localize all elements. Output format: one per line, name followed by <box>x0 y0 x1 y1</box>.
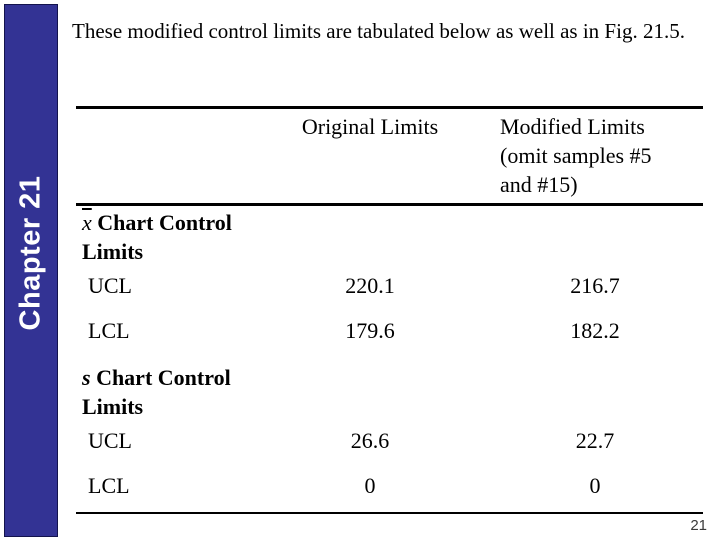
s-symbol: s <box>82 365 91 390</box>
row-label-lcl: LCL <box>88 318 130 343</box>
cell-original-value: 26.6 <box>350 428 390 453</box>
section-label-xbar-chart: x Chart Control Limits <box>82 208 264 266</box>
column-header-original-limits: Original Limits <box>301 114 439 139</box>
chapter-sidebar: Chapter 21 <box>4 4 58 537</box>
table-bottom-rule <box>76 512 703 514</box>
section-label-text: Chart Control Limits <box>82 210 232 264</box>
cell-modified-value: 182.2 <box>570 318 620 343</box>
table-row: UCL 220.1 216.7 <box>76 271 703 300</box>
cell-modified-value: 216.7 <box>570 273 620 298</box>
column-header-modified-limits: Modified Limits (omit samples #5 and #15… <box>500 114 652 197</box>
slide-title: These modified control limits are tabula… <box>72 19 685 43</box>
cell-original-value: 0 <box>364 473 376 498</box>
section-label-text: Chart Control Limits <box>82 365 231 419</box>
xbar-symbol: x <box>82 210 92 235</box>
chapter-label: Chapter 21 <box>14 175 47 331</box>
table-row: LCL 179.6 182.2 <box>76 316 703 345</box>
table-row: LCL 0 0 <box>76 471 703 500</box>
cell-original-value: 220.1 <box>345 273 395 298</box>
cell-modified-value: 0 <box>589 473 601 498</box>
control-limits-table: Original Limits Modified Limits (omit sa… <box>76 0 703 540</box>
table-top-rule <box>76 106 703 109</box>
cell-modified-value: 22.7 <box>575 428 615 453</box>
row-label-ucl: UCL <box>88 273 132 298</box>
section-label-s-chart: s Chart Control Limits <box>82 363 264 421</box>
row-label-lcl: LCL <box>88 473 130 498</box>
table-row: UCL 26.6 22.7 <box>76 426 703 455</box>
row-label-ucl: UCL <box>88 428 132 453</box>
table-header-rule <box>76 203 703 206</box>
page-number: 21 <box>690 517 707 534</box>
cell-original-value: 179.6 <box>345 318 395 343</box>
